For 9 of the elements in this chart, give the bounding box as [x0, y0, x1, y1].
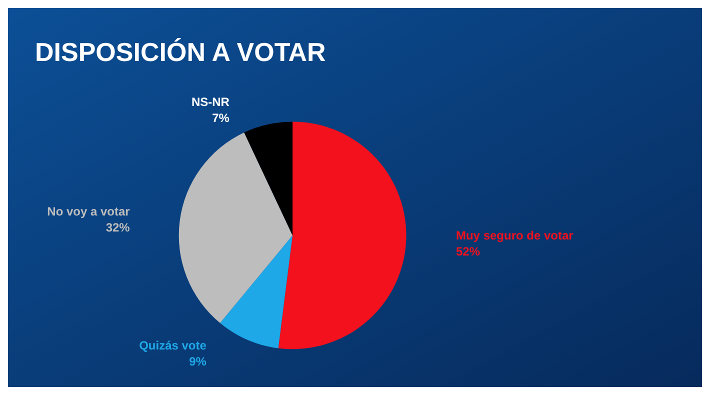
- data-label: 32%: [106, 220, 130, 234]
- slice-label: Quizás vote: [139, 338, 207, 353]
- slice-label: No voy a votar: [47, 204, 130, 218]
- chart-title: DISPOSICIÓN A VOTAR: [35, 37, 326, 67]
- data-label: 7%: [212, 110, 230, 125]
- data-label: 9%: [189, 354, 207, 369]
- slice-label: NS-NR: [191, 94, 230, 109]
- data-label: 52%: [456, 244, 480, 258]
- slice-label: Muy seguro de votar: [456, 228, 574, 242]
